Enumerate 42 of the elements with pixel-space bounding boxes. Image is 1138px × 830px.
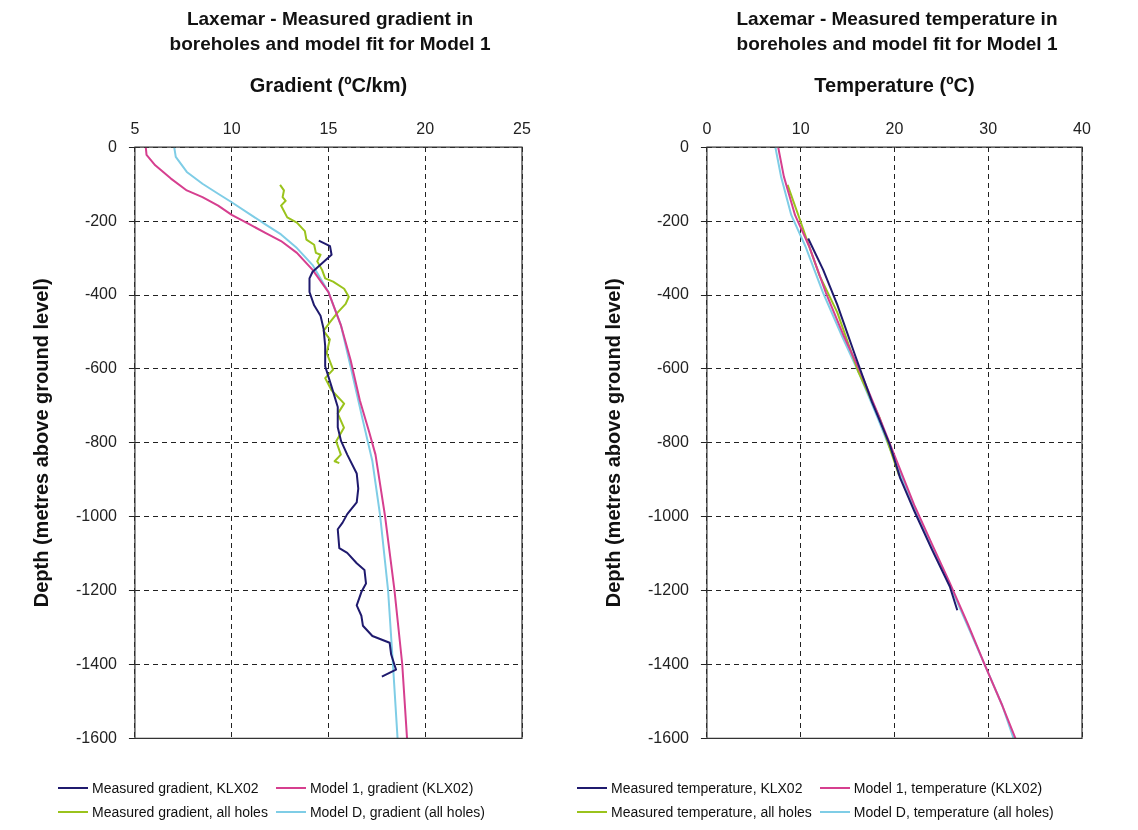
y-tick-label: -600 [84,359,118,377]
legend-label: Model D, temperature (all holes) [853,804,1054,820]
y-tick-label: -600 [656,359,690,377]
y-tick-label: 0 [680,137,690,155]
chart-title: Laxemar - Measured gradient in boreholes and model fit for Model 1 [168,7,492,56]
x-tick-label: 40 [1073,120,1091,138]
x-tick-label: 20 [885,120,904,138]
legend-label: Measured gradient, all holes [92,804,268,820]
y-axis-title: Depth (metres above ground level) [601,278,624,608]
y-tick-label: -400 [656,285,690,303]
x-axis-title: Gradient (ºC/km) [249,73,408,96]
x-axis-title: Temperature (ºC) [814,73,975,96]
x-tick-label: 25 [513,120,531,138]
y-axis-title: Depth (metres above ground level) [29,278,52,608]
y-tick-label: -800 [84,433,118,451]
y-tick-label: -1600 [648,728,690,746]
y-tick-label: -1200 [76,581,118,599]
legend-label: Model D, gradient (all holes) [309,804,485,820]
y-tick-label: -1400 [76,654,118,672]
y-tick-label: -1000 [648,507,690,525]
y-tick-label: -1200 [648,581,690,599]
x-tick-label: 0 [702,120,712,138]
x-tick-label: 30 [979,120,998,138]
x-tick-label: 10 [222,120,241,138]
y-tick-label: -800 [656,433,690,451]
y-tick-label: -200 [84,211,118,229]
x-tick-label: 15 [319,120,338,138]
chart-title: Laxemar - Measured temperature in boreholes and model fit for Model 1 [735,7,1059,56]
legend-label: Model 1, temperature (KLX02) [853,780,1043,796]
y-tick-label: -400 [84,285,118,303]
legend-label: Measured temperature, KLX02 [611,780,803,796]
y-tick-label: -1000 [76,507,118,525]
x-tick-label: 5 [130,120,140,138]
legend-label: Measured gradient, KLX02 [92,780,259,796]
y-tick-label: -200 [656,211,690,229]
legend-label: Measured temperature, all holes [611,804,812,820]
y-tick-label: 0 [108,137,118,155]
x-tick-label: 20 [416,120,435,138]
legend-label: Model 1, gradient (KLX02) [309,780,474,796]
x-tick-label: 10 [791,120,810,138]
y-tick-label: -1600 [76,728,118,746]
y-tick-label: -1400 [648,654,690,672]
